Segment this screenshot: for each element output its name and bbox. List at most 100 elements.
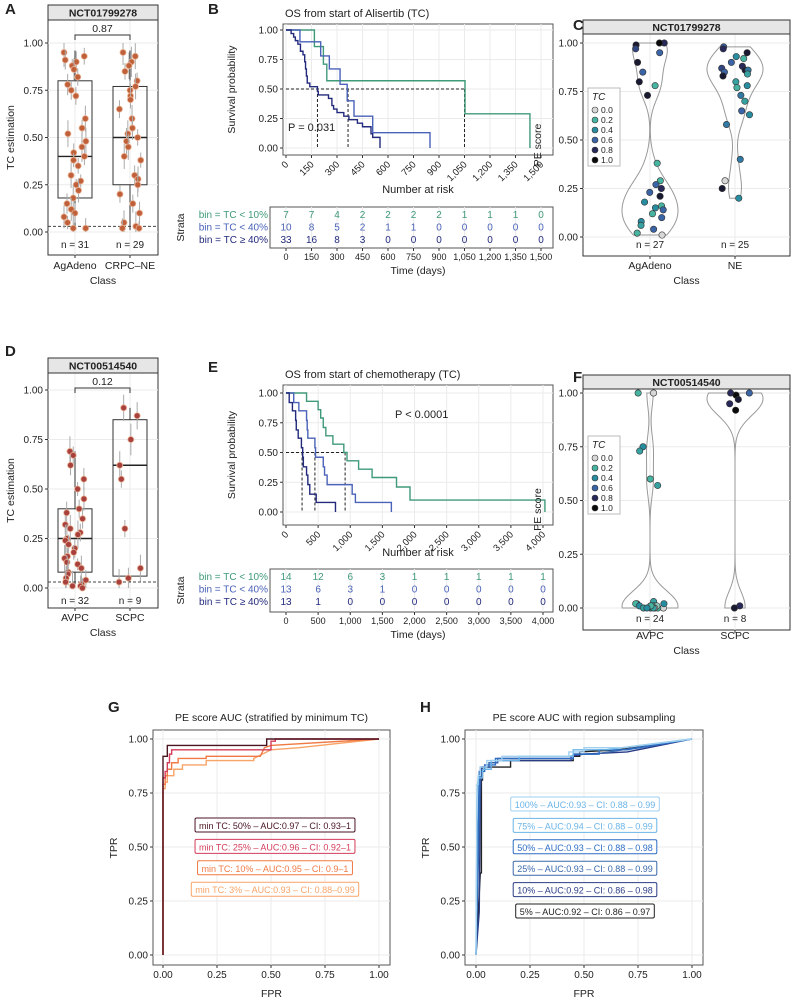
x-tick-label: 1.00 <box>369 970 389 981</box>
risk-count: 16 <box>306 235 318 246</box>
x-axis-label: Class <box>673 645 699 657</box>
table-x-tick-label: 900 <box>431 252 446 262</box>
y-tick-label: 0.75 <box>24 86 44 97</box>
risk-count: 3 <box>360 235 366 246</box>
y-tick-label: 0.75 <box>559 442 579 453</box>
data-point <box>82 224 90 232</box>
risk-count: 8 <box>309 223 315 234</box>
legend-label: 0.6 <box>601 483 613 493</box>
data-point <box>135 224 143 232</box>
data-point <box>737 91 745 99</box>
tc-legend <box>587 435 621 515</box>
strip-header <box>582 19 791 35</box>
x-tick-label: 450 <box>349 159 368 178</box>
data-point <box>127 96 134 104</box>
data-point <box>72 92 80 100</box>
data-point <box>733 84 741 92</box>
risk-count: 0 <box>538 235 544 246</box>
x-axis-label: FPR <box>261 988 282 1000</box>
violin <box>621 392 679 609</box>
data-point <box>648 210 656 218</box>
strip-header <box>47 357 159 374</box>
data-point <box>660 600 668 608</box>
data-point <box>732 53 740 61</box>
data-point <box>115 578 123 586</box>
legend-swatch <box>591 146 599 154</box>
risk-count: 0 <box>508 585 514 596</box>
risk-count: 0 <box>487 235 493 246</box>
strip-title: NCT00514540 <box>69 361 137 373</box>
y-axis-label: PE score <box>532 124 544 167</box>
strata-label: bin = TC ≥ 40% <box>199 597 268 608</box>
x-tick-label: 750 <box>400 159 419 178</box>
y-tick-label: 0.50 <box>24 133 44 144</box>
panel-label: E <box>208 359 218 376</box>
roc-curve <box>162 738 379 955</box>
panel-label: G <box>108 699 120 716</box>
y-tick-label: 0.00 <box>259 144 279 155</box>
data-point <box>721 177 729 185</box>
data-point <box>635 78 643 86</box>
data-point <box>636 447 644 455</box>
data-point <box>80 152 88 160</box>
auc-legend-box <box>194 838 356 854</box>
x-axis-label: Number at risk <box>382 547 454 559</box>
strip-title: NCT01799278 <box>652 22 720 34</box>
y-axis-label: TPR <box>108 837 120 858</box>
legend-title: TC <box>592 440 606 451</box>
x-tick-label: SCPC <box>115 612 145 624</box>
risk-count: 3 <box>380 572 386 583</box>
roc-curve <box>162 738 379 955</box>
table-x-tick-label: 1,350 <box>504 252 527 262</box>
plot-frame <box>282 384 554 526</box>
legend-label: 0.0 <box>601 453 613 463</box>
y-axis-label: TC estimation <box>5 105 17 170</box>
y-tick-label: 0.75 <box>129 789 149 800</box>
data-point <box>639 68 647 76</box>
x-tick-label: SCPC <box>720 630 750 642</box>
panel-label: A <box>5 1 16 18</box>
auc-legend-label: 5% – AUC:0.92 – CI: 0.86 – 0.97 <box>520 907 651 917</box>
p-value: 0.87 <box>92 23 113 35</box>
roc-curve <box>475 738 693 956</box>
legend-label: 1.0 <box>601 503 613 513</box>
legend-swatch <box>591 454 599 462</box>
data-point <box>120 152 128 160</box>
p-value-label: P < 0.0001 <box>395 409 448 421</box>
y-tick-label: 1.00 <box>559 39 579 50</box>
data-point <box>116 105 123 113</box>
risk-count: 1 <box>487 210 493 221</box>
panel-label: F <box>573 369 582 386</box>
risk-count: 1 <box>508 572 514 583</box>
data-point <box>78 124 86 132</box>
data-point <box>74 485 81 493</box>
x-tick-label: 0.50 <box>574 970 594 981</box>
y-tick-label: 0.00 <box>559 233 579 244</box>
x-tick-label: 0.00 <box>153 970 173 981</box>
y-tick-label: 0.00 <box>129 951 149 962</box>
data-point <box>64 130 72 138</box>
risk-count: 4 <box>334 210 340 221</box>
data-point <box>719 72 727 80</box>
data-point <box>651 82 659 90</box>
risk-count: 0 <box>412 585 418 596</box>
data-point <box>80 495 88 503</box>
table-x-tick-label: 0 <box>283 252 288 262</box>
risk-count: 0 <box>436 223 442 234</box>
risk-count: 1 <box>476 572 482 583</box>
data-point <box>61 56 69 64</box>
strata-label: bin = TC < 40% <box>199 585 268 596</box>
roc-curve <box>475 738 693 956</box>
data-point <box>655 39 663 47</box>
data-point <box>643 604 651 612</box>
x-axis-label: Number at risk <box>382 184 454 196</box>
data-point <box>718 185 726 193</box>
x-tick-label: 900 <box>425 159 444 178</box>
auc-legend-label: 100% – AUC:0.93 – CI: 0.88 – 0.99 <box>515 800 656 810</box>
data-point <box>63 558 71 566</box>
legend-label: 0.6 <box>601 135 613 145</box>
x-tick-label: 1.00 <box>682 970 702 981</box>
legend-label: 0.4 <box>601 473 613 483</box>
data-point <box>69 451 77 459</box>
y-tick-label: 0.75 <box>259 55 279 66</box>
